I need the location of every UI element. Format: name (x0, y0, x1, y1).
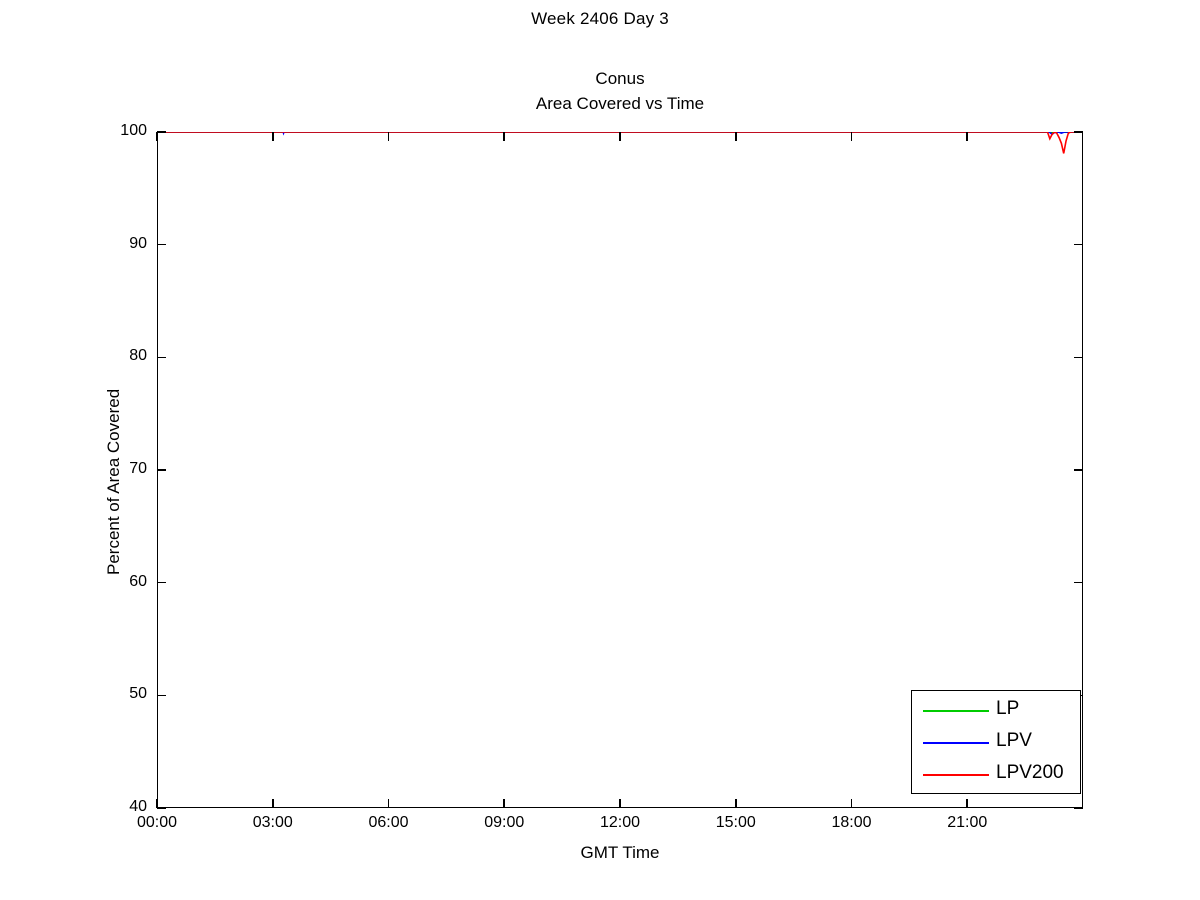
y-tick-100 (157, 131, 166, 133)
y-tick-label-80: 80 (129, 347, 147, 365)
x-tick-1800 (850, 799, 853, 808)
y-tick-90 (157, 243, 166, 246)
legend-box[interactable]: LP LPV LPV200 (911, 690, 1081, 794)
x-tick-0600 (387, 799, 390, 808)
y-tick-50 (157, 694, 166, 697)
axes-title-line1: Conus (595, 69, 645, 88)
x-tick-label-1800: 18:00 (831, 814, 872, 831)
x-tick-label-1200: 12:00 (599, 814, 641, 831)
legend-line-icon-lpv200 (923, 774, 989, 776)
legend-item-lpv[interactable]: LPV (912, 727, 1080, 759)
x-tick-1800 (850, 132, 853, 141)
x-tick-1200 (619, 132, 621, 141)
y-tick-60 (157, 581, 166, 584)
x-tick-2100 (966, 132, 969, 141)
legend-label-lpv200: LPV200 (996, 762, 1064, 783)
y-tick-label-90: 90 (129, 234, 147, 252)
x-tick-label-2100: 21:00 (947, 814, 988, 831)
x-tick-0000 (156, 132, 158, 141)
x-tick-0300 (271, 799, 274, 808)
y-axis-label: Percent of Area Covered (104, 388, 123, 575)
x-axis-label: GMT Time (580, 843, 660, 862)
y-tick-40 (157, 807, 166, 809)
x-tick-0900 (503, 132, 506, 141)
x-tick-1500 (734, 799, 737, 808)
series-line-lpv200 (157, 132, 1083, 153)
legend-line-icon-lpv (923, 742, 989, 744)
legend-item-lpv200[interactable]: LPV200 (912, 759, 1080, 791)
y-tick-label-50: 50 (129, 685, 147, 703)
y-tick-label-60: 60 (129, 572, 147, 590)
y-tick-40 (1074, 807, 1083, 809)
x-tick-label-0900: 09:00 (484, 814, 525, 831)
x-tick-label-0300: 03:00 (252, 814, 293, 831)
y-tick-label-100: 100 (120, 122, 147, 139)
y-tick-label-40: 40 (129, 798, 147, 815)
y-tick-60 (1074, 581, 1083, 584)
legend-item-lp[interactable]: LP (912, 695, 1080, 727)
y-tick-label-70: 70 (129, 460, 147, 477)
x-tick-label-1500: 15:00 (715, 814, 756, 831)
x-tick-1200 (619, 799, 621, 808)
x-tick-0000 (156, 799, 158, 808)
x-tick-2100 (966, 799, 969, 808)
figure-suptitle: Week 2406 Day 3 (531, 9, 669, 28)
y-tick-80 (157, 356, 166, 359)
y-tick-90 (1074, 243, 1083, 246)
x-tick-label-0600: 06:00 (368, 814, 409, 831)
x-tick-0900 (503, 799, 506, 808)
x-tick-1500 (734, 132, 737, 141)
x-tick-label-0000: 00:00 (136, 814, 178, 831)
y-tick-70 (1074, 469, 1083, 471)
legend-label-lp: LP (996, 698, 1020, 719)
x-tick-0300 (271, 132, 274, 141)
legend-line-icon-lp (923, 710, 989, 712)
y-tick-70 (157, 469, 166, 471)
x-tick-0600 (387, 132, 390, 141)
plot-data-area (157, 132, 1083, 808)
axes-title-line2: Area Covered vs Time (535, 94, 705, 113)
axes-title: Conus Area Covered vs Time (157, 66, 1083, 116)
legend-label-lpv: LPV (996, 730, 1032, 751)
y-tick-100 (1074, 131, 1083, 133)
y-tick-80 (1074, 356, 1083, 359)
